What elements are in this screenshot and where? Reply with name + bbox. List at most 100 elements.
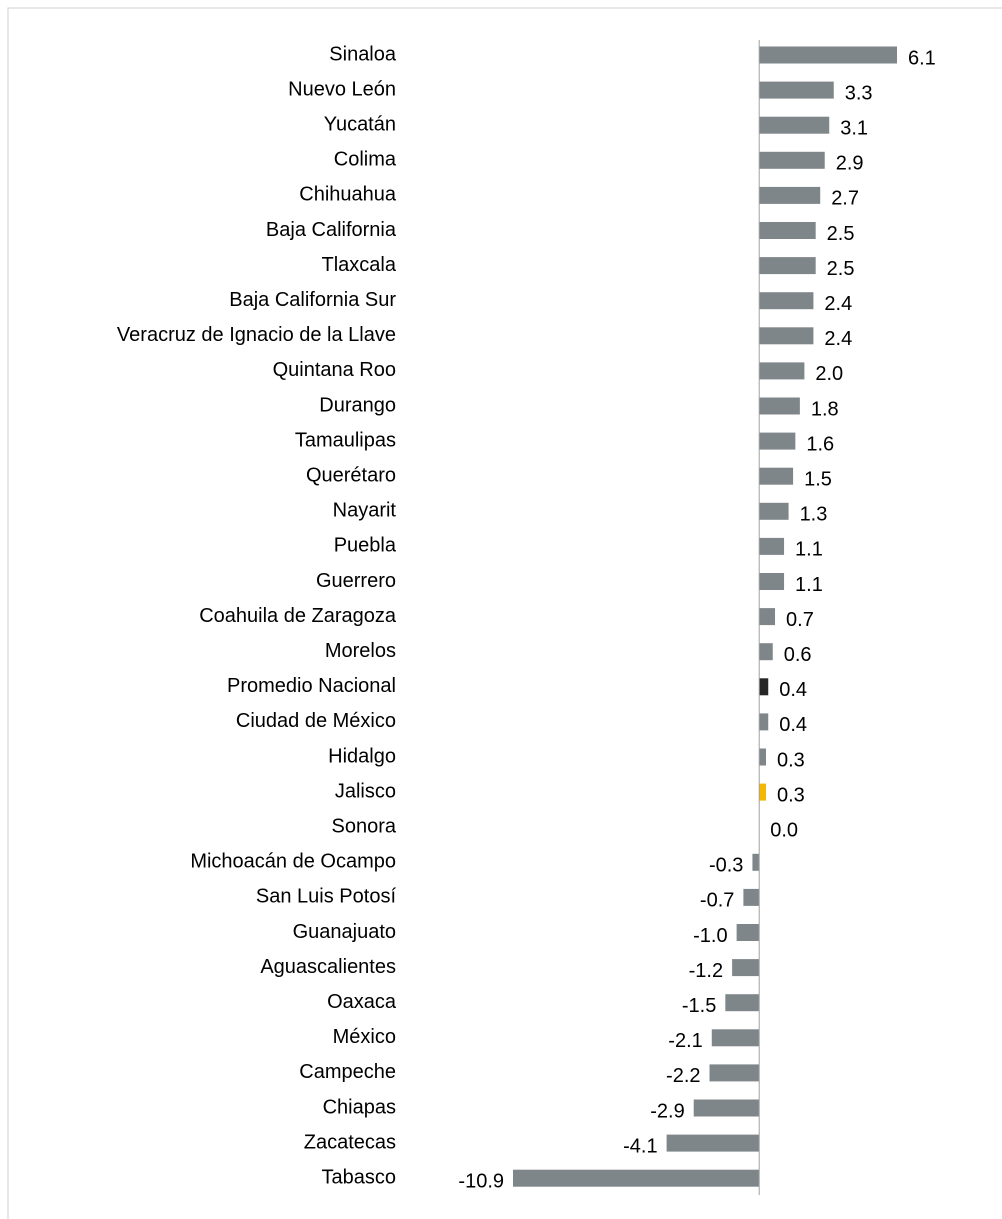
bar [759, 116, 830, 134]
value-label: -0.3 [709, 855, 743, 877]
value-label: -1.5 [682, 995, 716, 1017]
category-label: Nayarit [333, 500, 397, 522]
bar [743, 888, 760, 906]
bar [513, 1169, 760, 1187]
value-label: 1.5 [804, 468, 832, 490]
value-label: 2.4 [824, 293, 852, 315]
category-label: Baja California [266, 219, 397, 241]
category-label: San Luis Potosí [256, 886, 397, 908]
value-label: 0.3 [777, 749, 805, 771]
bar [759, 678, 769, 696]
bar [759, 537, 785, 555]
bar [759, 151, 825, 169]
category-label: Tabasco [322, 1166, 397, 1188]
value-label: 2.5 [827, 223, 855, 245]
value-label: 0.3 [777, 784, 805, 806]
bar [759, 397, 800, 415]
category-label: Promedio Nacional [227, 675, 396, 697]
bar [759, 608, 776, 626]
value-label: 1.8 [811, 398, 839, 420]
category-label: Tlaxcala [322, 254, 397, 276]
category-label: Durango [319, 394, 396, 416]
value-label: -4.1 [623, 1135, 657, 1157]
bar [725, 994, 760, 1012]
bar [759, 783, 766, 801]
value-label: 6.1 [908, 47, 936, 69]
category-label: Querétaro [306, 464, 396, 486]
bar [759, 467, 794, 485]
category-label: Jalisco [335, 780, 396, 802]
value-label: -0.7 [700, 890, 734, 912]
value-label: 0.7 [786, 609, 814, 631]
category-label: Veracruz de Ignacio de la Llave [117, 324, 396, 346]
value-label: -2.9 [650, 1100, 684, 1122]
category-label: Aguascalientes [260, 956, 396, 978]
category-label: Guanajuato [293, 921, 396, 943]
value-label: 1.1 [795, 574, 823, 596]
category-label: Chiapas [323, 1096, 396, 1118]
category-label: Ciudad de México [236, 710, 396, 732]
category-label: Guerrero [316, 570, 396, 592]
category-label: Oaxaca [327, 991, 397, 1013]
value-label: -10.9 [458, 1170, 504, 1192]
value-label: 2.7 [831, 188, 859, 210]
value-label: 2.4 [824, 328, 852, 350]
bar [759, 81, 834, 99]
bar [759, 222, 816, 239]
category-label: Sinaloa [329, 43, 397, 65]
value-label: -1.0 [693, 925, 727, 947]
value-label: 2.0 [815, 363, 843, 385]
value-label: 3.3 [845, 82, 873, 104]
value-label: 1.1 [795, 539, 823, 561]
bar [732, 959, 760, 977]
frame [7, 7, 1002, 1219]
category-label: Sonora [332, 815, 397, 837]
category-label: Chihuahua [299, 184, 397, 206]
category-label: Campeche [299, 1061, 396, 1083]
bar [759, 292, 814, 310]
bar [666, 1134, 760, 1152]
value-label: 3.1 [840, 117, 868, 139]
category-label: Quintana Roo [273, 359, 396, 381]
bar [759, 257, 816, 275]
value-label: 1.3 [800, 504, 828, 526]
bar [759, 502, 789, 520]
category-label: Morelos [325, 640, 396, 662]
value-label: -1.2 [689, 960, 723, 982]
bar [759, 362, 805, 380]
category-label: Yucatán [324, 113, 396, 135]
category-label: Tamaulipas [295, 429, 396, 451]
value-label: -2.2 [666, 1065, 700, 1087]
value-label: 1.6 [806, 433, 834, 455]
value-label: 2.5 [827, 258, 855, 280]
bar [759, 748, 766, 766]
value-label: 0.6 [784, 644, 812, 666]
bar [709, 1064, 760, 1082]
category-label: Michoacán de Ocampo [190, 851, 396, 873]
category-label: Baja California Sur [229, 289, 396, 311]
value-label: 0.0 [770, 819, 798, 841]
category-label: Coahuila de Zaragoza [199, 605, 397, 627]
bar [759, 46, 897, 64]
bar [711, 1029, 760, 1047]
bar [759, 327, 814, 345]
category-label: Hidalgo [328, 745, 396, 767]
category-label: México [333, 1026, 396, 1048]
category-label: Nuevo León [288, 78, 396, 100]
category-label: Zacatecas [304, 1131, 396, 1153]
value-label: 2.9 [836, 153, 864, 175]
bar [693, 1099, 760, 1117]
value-label: 0.4 [779, 714, 807, 736]
bar [759, 432, 796, 450]
bar [759, 573, 785, 590]
bar [752, 853, 760, 871]
bar [759, 186, 821, 204]
value-label: 0.4 [779, 679, 807, 701]
category-label: Puebla [334, 535, 397, 557]
category-label: Colima [334, 149, 397, 171]
bar [759, 713, 769, 731]
value-label: -2.1 [668, 1030, 702, 1052]
bar [736, 924, 760, 941]
bar [759, 643, 773, 661]
